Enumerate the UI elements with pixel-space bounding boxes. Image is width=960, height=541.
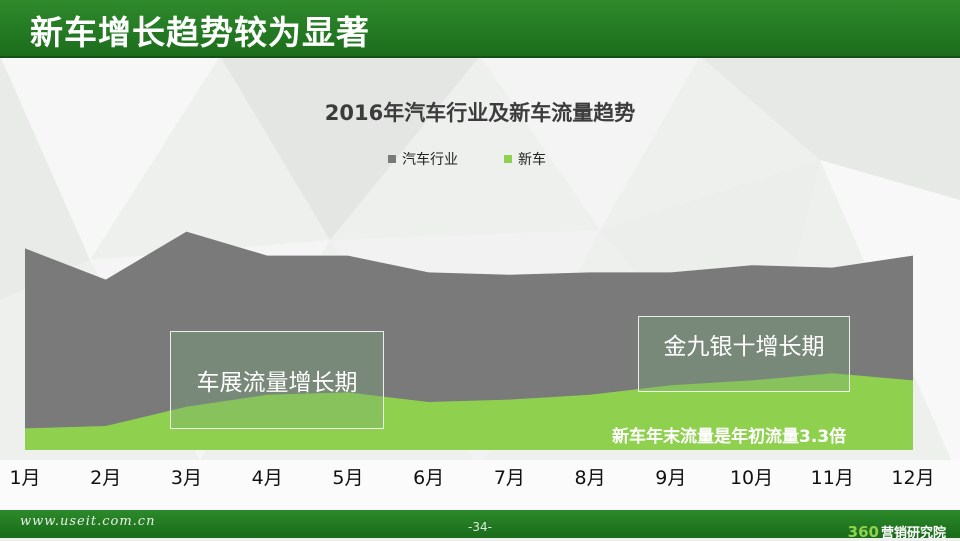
x-tick-label: 12月 — [891, 467, 934, 489]
x-tick-label: 3月 — [171, 467, 202, 489]
x-tick-label: 10月 — [730, 467, 773, 489]
annotation-box-golden-season: 金九银十增长期 — [638, 316, 850, 392]
annotation-box-auto-show: 车展流量增长期 — [170, 331, 384, 429]
brand-number: 360 — [848, 523, 879, 541]
x-tick-label: 8月 — [575, 467, 606, 489]
page-number: -34- — [0, 520, 960, 534]
x-tick-label: 7月 — [494, 467, 525, 489]
brand-text: 营销研究院 — [881, 526, 946, 541]
x-tick-label: 4月 — [252, 467, 283, 489]
annotation-auto-show-label: 车展流量增长期 — [197, 363, 358, 397]
x-tick-label: 6月 — [413, 467, 444, 489]
annotation-growth-note: 新车年末流量是年初流量3.3倍 — [612, 422, 846, 447]
x-tick-label: 2月 — [90, 467, 121, 489]
x-tick-label: 9月 — [655, 467, 686, 489]
x-tick-label: 1月 — [9, 467, 40, 489]
x-tick-label: 11月 — [811, 467, 854, 489]
annotation-golden-season-label: 金九银十增长期 — [664, 327, 825, 361]
x-tick-label: 5月 — [332, 467, 363, 489]
